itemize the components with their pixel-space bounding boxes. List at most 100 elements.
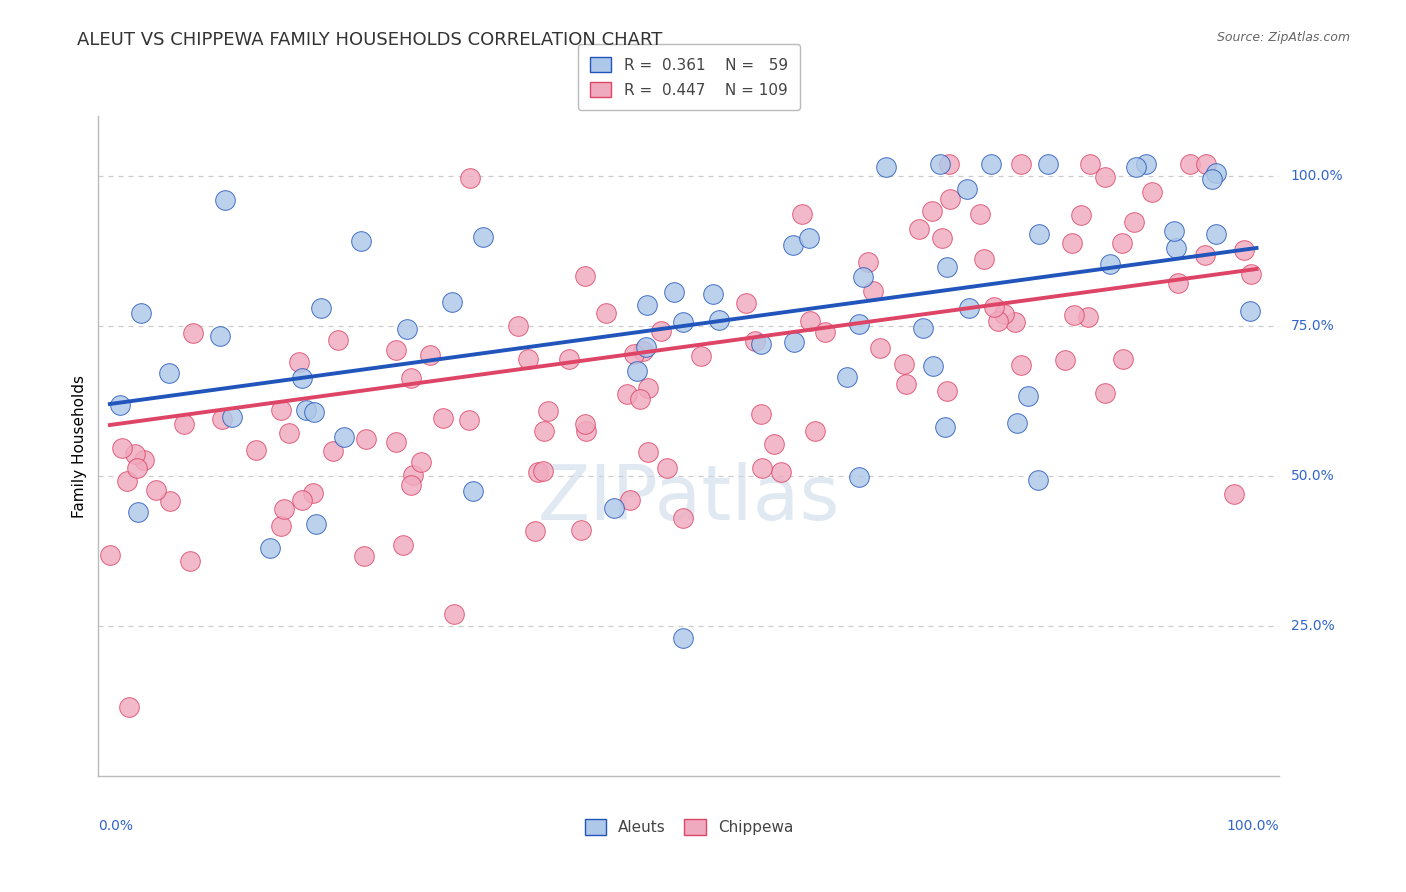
- Point: [993, 308, 1015, 322]
- Point: [270, 402, 292, 417]
- Point: [1063, 308, 1085, 322]
- Point: [432, 411, 454, 425]
- Point: [1111, 235, 1133, 250]
- Legend: Aleuts, Chippewa: Aleuts, Chippewa: [578, 813, 800, 841]
- Point: [309, 301, 332, 315]
- Point: [533, 425, 555, 439]
- Point: [616, 387, 638, 401]
- Point: [928, 157, 950, 171]
- Point: [173, 417, 195, 431]
- Point: [125, 461, 148, 475]
- Point: [1164, 241, 1187, 255]
- Point: [799, 314, 821, 328]
- Point: [575, 424, 598, 438]
- Point: [1195, 157, 1218, 171]
- Point: [1125, 160, 1147, 174]
- Point: [270, 519, 292, 533]
- Point: [524, 524, 547, 539]
- Point: [129, 306, 152, 320]
- Point: [399, 477, 422, 491]
- Point: [626, 364, 648, 378]
- Y-axis label: Family Households: Family Households: [72, 375, 87, 517]
- Text: 100.0%: 100.0%: [1227, 819, 1279, 833]
- Point: [921, 359, 943, 373]
- Point: [419, 348, 441, 362]
- Point: [702, 287, 724, 301]
- Point: [662, 285, 685, 300]
- Point: [1010, 358, 1032, 372]
- Point: [533, 464, 555, 478]
- Point: [848, 318, 870, 332]
- Text: Source: ZipAtlas.com: Source: ZipAtlas.com: [1216, 31, 1350, 45]
- Point: [690, 349, 713, 363]
- Point: [912, 320, 935, 334]
- Point: [1094, 169, 1116, 184]
- Point: [295, 403, 318, 417]
- Point: [636, 298, 658, 312]
- Point: [623, 347, 645, 361]
- Point: [302, 405, 325, 419]
- Point: [118, 700, 141, 714]
- Point: [749, 336, 772, 351]
- Point: [277, 425, 299, 440]
- Point: [637, 445, 659, 459]
- Point: [1010, 157, 1032, 171]
- Point: [634, 340, 657, 354]
- Point: [506, 319, 529, 334]
- Point: [159, 494, 181, 508]
- Point: [595, 306, 617, 320]
- Point: [894, 376, 917, 391]
- Point: [1094, 385, 1116, 400]
- Point: [783, 334, 806, 349]
- Point: [931, 231, 953, 245]
- Point: [744, 334, 766, 349]
- Point: [983, 300, 1005, 314]
- Point: [921, 203, 943, 218]
- Point: [938, 157, 960, 171]
- Point: [835, 369, 858, 384]
- Point: [391, 538, 413, 552]
- Point: [792, 207, 814, 221]
- Point: [124, 447, 146, 461]
- Point: [869, 341, 891, 355]
- Point: [350, 234, 373, 248]
- Point: [273, 501, 295, 516]
- Point: [672, 315, 695, 329]
- Point: [935, 260, 957, 274]
- Point: [1194, 248, 1216, 262]
- Point: [980, 157, 1002, 171]
- Point: [291, 370, 314, 384]
- Point: [527, 466, 550, 480]
- Point: [127, 505, 149, 519]
- Point: [181, 326, 204, 340]
- Point: [221, 410, 243, 425]
- Point: [804, 424, 827, 438]
- Point: [536, 404, 558, 418]
- Point: [735, 296, 758, 310]
- Point: [1240, 267, 1263, 281]
- Point: [1239, 303, 1261, 318]
- Point: [1028, 227, 1050, 241]
- Point: [650, 324, 672, 338]
- Point: [797, 231, 820, 245]
- Point: [1038, 157, 1060, 171]
- Point: [461, 484, 484, 499]
- Text: 25.0%: 25.0%: [1291, 619, 1334, 633]
- Point: [709, 313, 731, 327]
- Text: 50.0%: 50.0%: [1291, 469, 1334, 483]
- Point: [848, 470, 870, 484]
- Text: 100.0%: 100.0%: [1291, 169, 1343, 183]
- Point: [245, 443, 267, 458]
- Point: [1098, 257, 1121, 271]
- Point: [516, 351, 538, 366]
- Point: [399, 370, 422, 384]
- Point: [1178, 157, 1201, 171]
- Point: [603, 501, 626, 516]
- Point: [558, 352, 581, 367]
- Point: [1205, 167, 1227, 181]
- Point: [108, 399, 131, 413]
- Point: [1112, 351, 1135, 366]
- Point: [214, 193, 236, 207]
- Point: [1233, 243, 1256, 257]
- Point: [441, 294, 464, 309]
